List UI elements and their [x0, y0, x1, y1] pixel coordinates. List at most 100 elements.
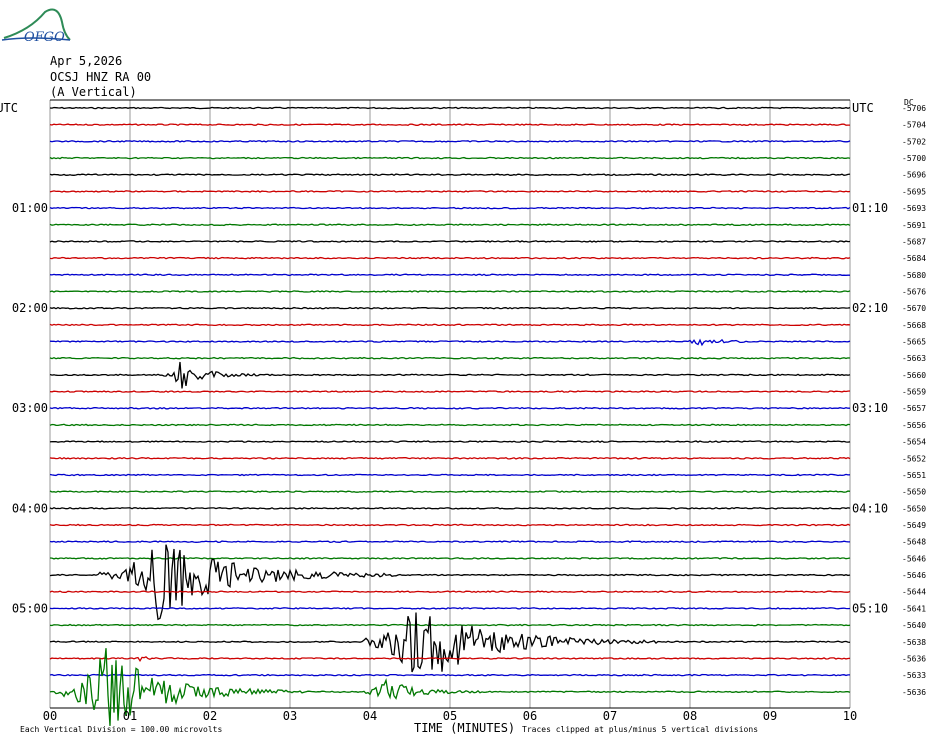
row-value: -5656	[902, 421, 926, 430]
x-tick-label: 08	[683, 709, 697, 723]
row-value: -5648	[902, 538, 926, 547]
row-value: -5650	[902, 504, 926, 513]
trace	[49, 456, 851, 460]
component: (A Vertical)	[50, 85, 137, 99]
row-value: -5663	[902, 354, 926, 363]
trace	[49, 406, 850, 410]
trace	[49, 123, 850, 127]
row-value: -5668	[902, 321, 926, 330]
x-tick-label: 10	[843, 709, 857, 723]
left-label: 03:00	[12, 401, 48, 415]
row-value: -5702	[902, 137, 926, 146]
trace	[49, 590, 851, 594]
x-tick-label: 00	[43, 709, 57, 723]
row-value: -5700	[902, 154, 926, 163]
trace	[49, 473, 851, 477]
logo-line	[1, 37, 71, 41]
x-tick-label: 06	[523, 709, 537, 723]
row-value: -5695	[902, 187, 926, 196]
x-tick-label: 01	[123, 709, 137, 723]
row-value: -5704	[902, 121, 926, 130]
row-value: -5670	[902, 304, 926, 313]
trace	[49, 273, 850, 277]
trace	[49, 490, 851, 493]
row-value: -5636	[902, 654, 926, 663]
trace	[49, 190, 851, 193]
row-value: -5654	[902, 438, 926, 447]
row-value: -5650	[902, 488, 926, 497]
row-value: -5659	[902, 388, 926, 397]
trace	[49, 206, 851, 210]
trace	[49, 540, 850, 544]
row-value: -5636	[902, 688, 926, 697]
date: Apr 5,2026	[50, 54, 122, 68]
x-tick-label: 07	[603, 709, 617, 723]
right-label: 04:10	[852, 501, 888, 515]
row-value: -5684	[902, 254, 926, 263]
right-label: 02:10	[852, 301, 888, 315]
row-value: -5660	[902, 371, 926, 380]
row-value: -5646	[902, 571, 926, 580]
row-value: -5693	[902, 204, 926, 213]
row-value: -5646	[902, 554, 926, 563]
left-label: 02:00	[12, 301, 48, 315]
trace	[49, 361, 851, 389]
trace	[49, 423, 851, 427]
scale-note: Each Vertical Division = 100.00 microvol…	[20, 725, 222, 734]
row-value: -5696	[902, 171, 926, 180]
trace	[49, 612, 851, 673]
trace	[49, 623, 851, 627]
row-value: -5649	[902, 521, 926, 530]
left-label: 05:00	[12, 601, 48, 615]
x-tick-label: 03	[283, 709, 297, 723]
trace	[49, 440, 851, 443]
row-value: -5680	[902, 271, 926, 280]
row-value: -5652	[902, 454, 926, 463]
trace	[49, 506, 851, 510]
trace	[49, 223, 851, 227]
trace	[49, 173, 851, 177]
trace	[49, 290, 851, 293]
right-label: UTC	[852, 101, 874, 115]
trace	[49, 240, 851, 243]
x-tick-label: 05	[443, 709, 457, 723]
station: OCSJ HNZ RA 00	[50, 70, 151, 84]
trace	[49, 306, 851, 310]
row-value: -5687	[902, 237, 926, 246]
row-value: -5657	[902, 404, 926, 413]
row-value: -5691	[902, 221, 926, 230]
x-tick-label: 09	[763, 709, 777, 723]
trace	[49, 544, 851, 621]
row-value: -5676	[902, 287, 926, 296]
row-value: -5644	[902, 588, 926, 597]
trace	[49, 256, 851, 260]
corner-label: DC	[904, 98, 914, 107]
left-label: 01:00	[12, 201, 48, 215]
trace	[49, 390, 851, 393]
right-label: 03:10	[852, 401, 888, 415]
row-value: -5638	[902, 638, 926, 647]
row-value: -5641	[902, 604, 926, 613]
row-value: -5665	[902, 338, 926, 347]
left-label: 04:00	[12, 501, 48, 515]
trace	[49, 523, 851, 527]
logo-arc	[3, 8, 71, 41]
clip-note: Traces clipped at plus/minus 5 vertical …	[522, 725, 758, 734]
trace	[49, 156, 851, 160]
trace	[49, 106, 851, 110]
trace	[49, 673, 850, 677]
right-label: 01:10	[852, 201, 888, 215]
trace	[49, 656, 851, 663]
trace	[49, 323, 851, 327]
left-label: UTC	[0, 101, 18, 115]
trace	[49, 607, 851, 610]
x-tick-label: 02	[203, 709, 217, 723]
right-label: 05:10	[852, 601, 888, 615]
row-value: -5651	[902, 471, 926, 480]
trace	[49, 648, 851, 726]
logo: OFGO	[24, 30, 65, 45]
row-value: -5633	[902, 671, 926, 680]
trace	[49, 338, 851, 347]
row-value: -5640	[902, 621, 926, 630]
